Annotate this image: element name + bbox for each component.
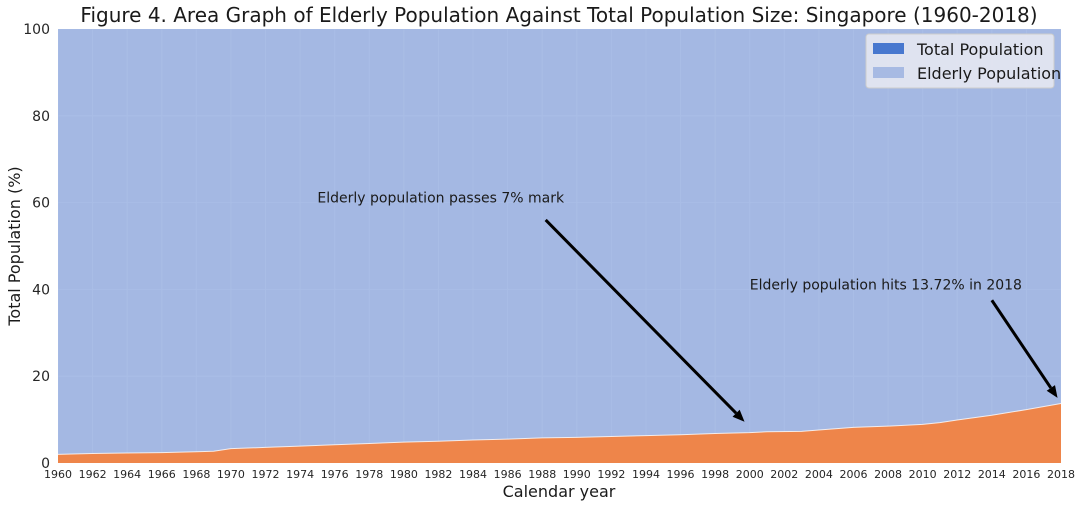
x-axis-ticks: 1960 1962 1964 1966 1968 1970 1972 1974 1976 1978… <box>44 468 1075 481</box>
x-tick-label: 2014 <box>978 468 1006 481</box>
x-tick-label: 1998 <box>701 468 729 481</box>
legend-box <box>865 33 1055 89</box>
legend-swatch-total-population <box>873 43 904 54</box>
elderly-population-line <box>57 402 1062 455</box>
x-tick-label: 1984 <box>459 468 487 481</box>
x-tick-label: 2008 <box>874 468 902 481</box>
annotation-text: Elderly population hits 13.72% in 2018 <box>750 277 1022 293</box>
x-tick-label: 2004 <box>805 468 833 481</box>
x-tick-label: 1988 <box>528 468 556 481</box>
x-tick-label: 1994 <box>632 468 660 481</box>
x-tick-label: 1968 <box>182 468 210 481</box>
y-tick-label: 40 <box>32 282 50 298</box>
y-axis-ticks: 0 20 40 60 80 100 <box>23 22 50 472</box>
legend: Total Population Elderly Population <box>865 33 1061 89</box>
annotation-text: Elderly population passes 7% mark <box>317 191 565 207</box>
x-tick-label: 2002 <box>770 468 798 481</box>
x-tick-label: 1990 <box>563 468 591 481</box>
x-tick-label: 1992 <box>597 468 625 481</box>
annotation-arrow-shaft <box>990 299 1053 389</box>
elderly-share-fill <box>58 403 1061 463</box>
x-tick-label: 1964 <box>113 468 141 481</box>
x-tick-label: 1960 <box>44 468 72 481</box>
legend-label-total-population: Total Population <box>916 40 1044 59</box>
x-tick-label: 2016 <box>1012 468 1040 481</box>
legend-label-elderly-population: Elderly Population <box>917 64 1061 83</box>
x-tick-label: 1996 <box>667 468 695 481</box>
elderly-population-area <box>58 29 1061 455</box>
y-tick-label: 100 <box>23 22 50 38</box>
annotation-arrow-head <box>1046 385 1058 398</box>
y-tick-label: 60 <box>32 196 50 212</box>
x-tick-label: 2010 <box>909 468 937 481</box>
x-tick-label: 1962 <box>79 468 107 481</box>
y-tick-label: 0 <box>41 456 50 472</box>
x-tick-label: 2006 <box>839 468 867 481</box>
y-tick-label: 80 <box>32 109 50 125</box>
x-tick-label: 1966 <box>148 468 176 481</box>
x-tick-label: 2018 <box>1047 468 1075 481</box>
x-tick-label: 1986 <box>494 468 522 481</box>
annotation-arrow-head <box>732 409 745 422</box>
x-tick-label: 1982 <box>424 468 452 481</box>
chart-title: Figure 4. Area Graph of Elderly Populati… <box>80 3 1037 27</box>
x-tick-label: 2000 <box>736 468 764 481</box>
x-tick-label: 1980 <box>390 468 418 481</box>
x-tick-label: 2012 <box>943 468 971 481</box>
x-tick-label: 1970 <box>217 468 245 481</box>
x-tick-label: 1972 <box>252 468 280 481</box>
legend-swatch-elderly-population <box>873 67 904 78</box>
x-axis-label: Calendar year <box>503 482 616 501</box>
annotations: Elderly population passes 7% mark Elderly… <box>317 191 1058 422</box>
x-tick-label: 1976 <box>321 468 349 481</box>
annotation-arrow-shaft <box>544 218 738 415</box>
y-axis-label: Total Population (%) <box>5 166 24 326</box>
x-tick-label: 1978 <box>355 468 383 481</box>
x-tick-label: 1974 <box>286 468 314 481</box>
y-tick-label: 20 <box>32 369 50 385</box>
